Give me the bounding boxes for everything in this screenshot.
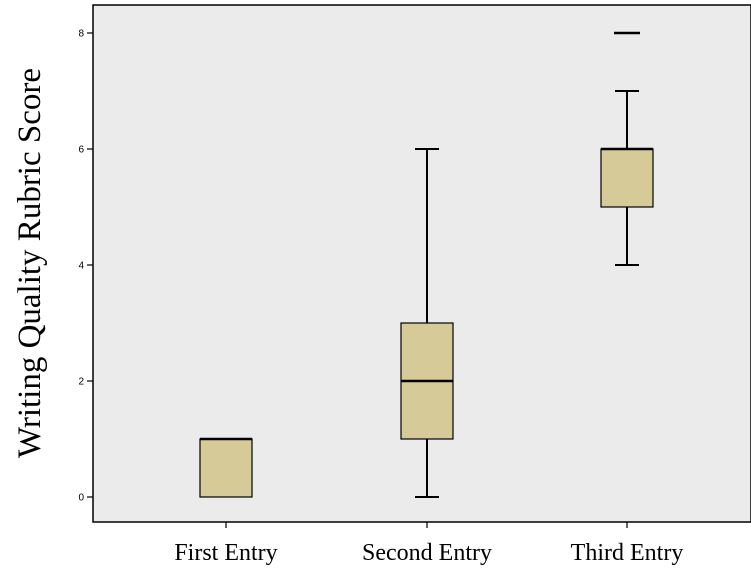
iqr-box bbox=[199, 438, 253, 498]
y-tick-label: 2 bbox=[78, 377, 84, 388]
plot-area bbox=[92, 4, 751, 523]
y-tick-label: 8 bbox=[78, 29, 84, 40]
x-axis: First Entry Second Entry Third Entry bbox=[174, 522, 683, 566]
iqr-box bbox=[600, 148, 654, 208]
y-tick-label: 6 bbox=[78, 145, 84, 156]
box-1 bbox=[199, 437, 253, 498]
y-axis-label: Writing Quality Rubric Score bbox=[12, 68, 48, 458]
boxes-group bbox=[199, 31, 654, 498]
y-tick-label: 4 bbox=[78, 261, 84, 272]
y-tick-label: 0 bbox=[78, 493, 84, 504]
x-tick-label: Second Entry bbox=[362, 540, 492, 566]
box-2 bbox=[400, 148, 454, 498]
box-3 bbox=[600, 31, 654, 266]
x-tick-label: Third Entry bbox=[571, 540, 684, 566]
x-tick-label: First Entry bbox=[174, 540, 277, 566]
y-axis: 0 2 4 6 8 bbox=[78, 29, 93, 504]
